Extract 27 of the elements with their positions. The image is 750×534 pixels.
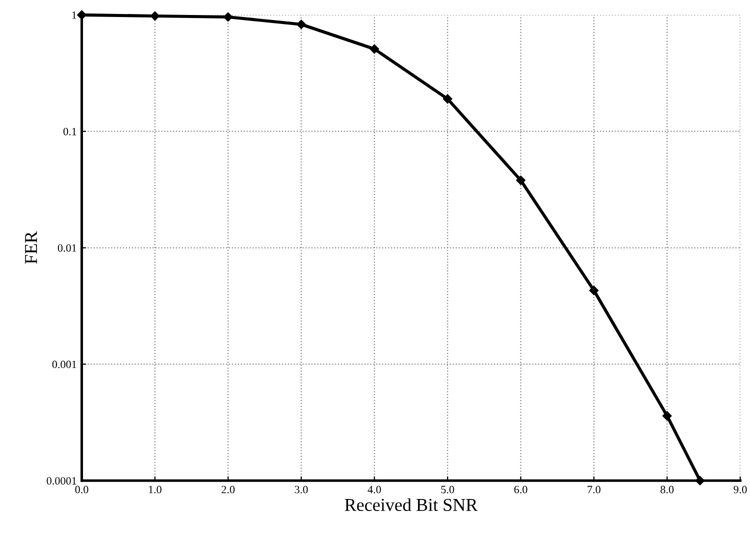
y-tick-label: 0.0001 [46, 477, 76, 485]
x-tick-label: 7.0 [588, 486, 600, 494]
y-tick-label: 0.001 [52, 360, 76, 368]
point [695, 476, 705, 486]
x-tick-label: 9.0 [734, 486, 747, 494]
point [150, 11, 160, 21]
point [370, 44, 380, 54]
x-tick-label: 0.0 [75, 486, 88, 494]
y-axis-title: FER [25, 231, 37, 264]
x-tick-label: 6.0 [514, 486, 528, 494]
point [296, 20, 306, 29]
x-axis-title: Received Bit SNR [344, 498, 478, 512]
x-tick-label: 4.0 [368, 486, 381, 494]
y-tick-label: 1 [72, 11, 76, 19]
point [662, 411, 672, 420]
point [442, 94, 452, 104]
y-tick-label: 0.1 [63, 128, 76, 136]
y-tick-label: 0.01 [58, 244, 76, 252]
x-tick-label: 3.0 [294, 486, 308, 494]
x-tick-label: 5.0 [441, 486, 454, 494]
point [77, 10, 86, 20]
x-tick-label: 2.0 [222, 486, 235, 494]
point [223, 12, 233, 22]
x-tick-label: 8.0 [660, 486, 674, 494]
point [589, 286, 599, 296]
point [516, 176, 526, 185]
x-tick-label: 1.0 [148, 486, 162, 494]
